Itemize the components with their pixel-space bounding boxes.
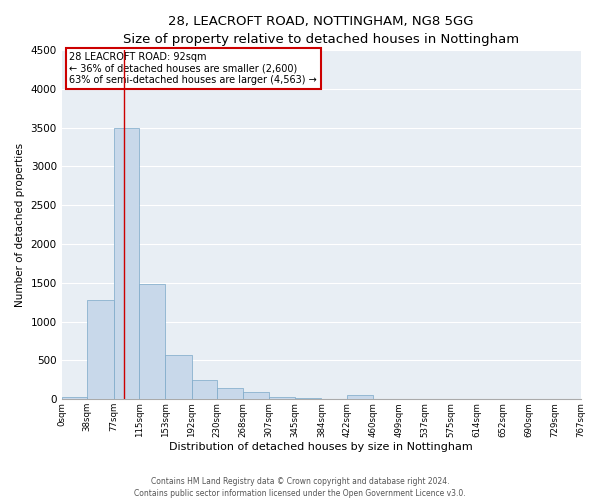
- Bar: [88, 300, 114, 400]
- Bar: [295, 398, 322, 400]
- Bar: [139, 284, 165, 400]
- X-axis label: Distribution of detached houses by size in Nottingham: Distribution of detached houses by size …: [169, 442, 473, 452]
- Bar: [191, 380, 217, 400]
- Text: 28 LEACROFT ROAD: 92sqm
← 36% of detached houses are smaller (2,600)
63% of semi: 28 LEACROFT ROAD: 92sqm ← 36% of detache…: [70, 52, 317, 85]
- Bar: [114, 128, 139, 400]
- Bar: [347, 395, 373, 400]
- Bar: [217, 388, 243, 400]
- Bar: [62, 397, 88, 400]
- Y-axis label: Number of detached properties: Number of detached properties: [15, 142, 25, 306]
- Text: Contains HM Land Registry data © Crown copyright and database right 2024.
Contai: Contains HM Land Registry data © Crown c…: [134, 476, 466, 498]
- Bar: [243, 392, 269, 400]
- Bar: [269, 397, 295, 400]
- Bar: [165, 355, 191, 400]
- Title: 28, LEACROFT ROAD, NOTTINGHAM, NG8 5GG
Size of property relative to detached hou: 28, LEACROFT ROAD, NOTTINGHAM, NG8 5GG S…: [123, 15, 519, 46]
